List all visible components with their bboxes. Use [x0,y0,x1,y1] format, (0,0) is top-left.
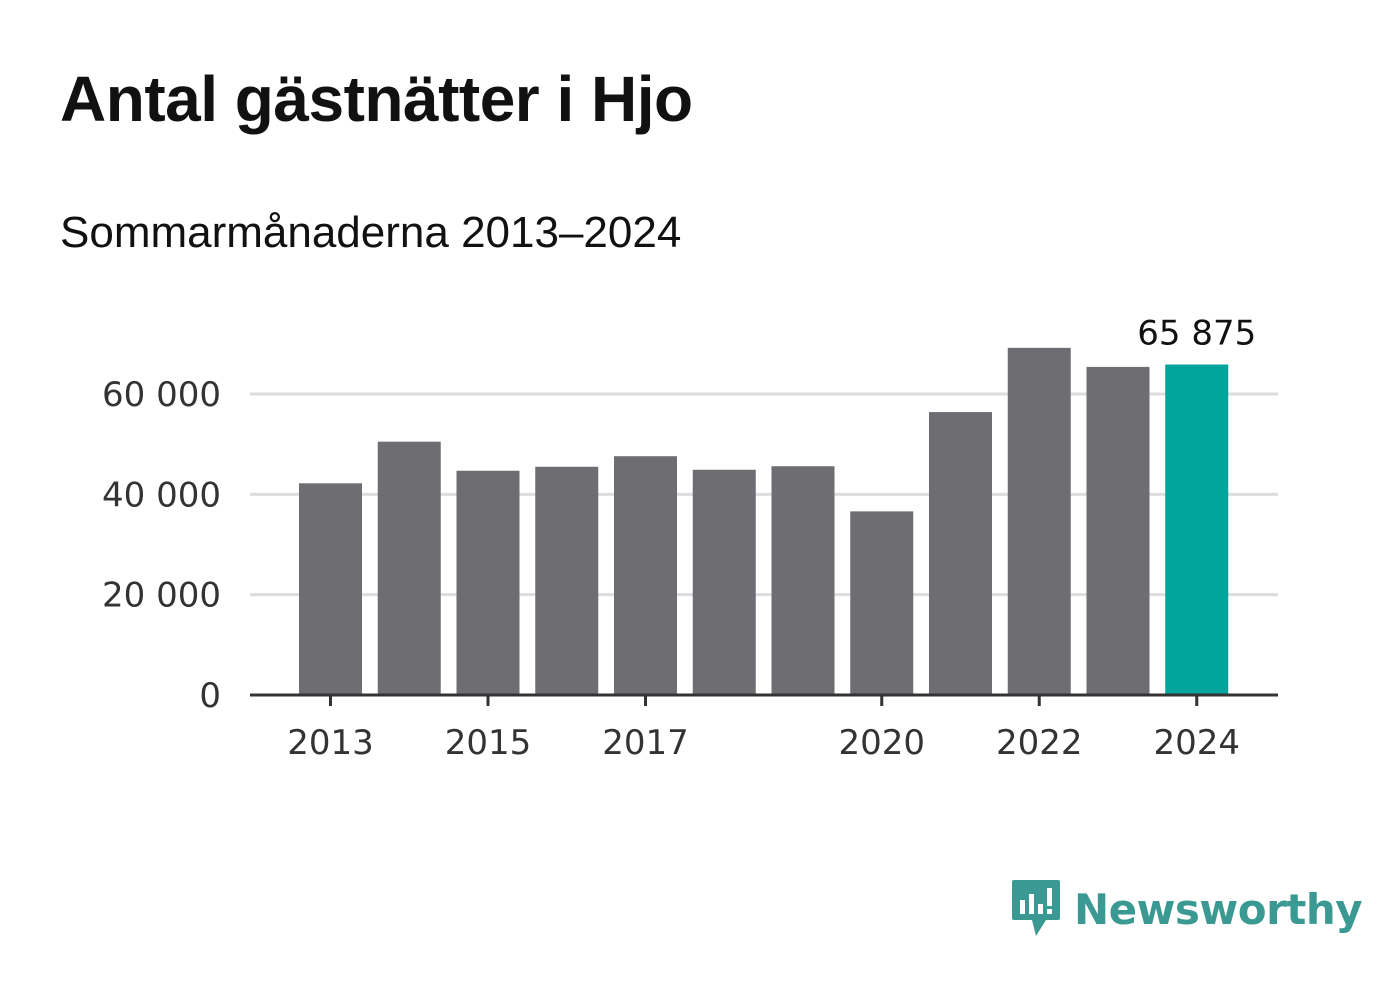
x-tick-label: 2024 [1153,723,1240,763]
x-tick-label: 2015 [445,723,532,763]
bar-2021 [929,412,992,695]
y-tick-label: 0 [199,676,221,716]
x-tick-label: 2013 [287,723,374,763]
y-tick-label: 60 000 [102,375,221,415]
bar-2023 [1086,366,1150,695]
x-tick-label: 2017 [602,723,689,763]
bar-2019 [771,466,835,695]
x-axis-labels: 2013 2015 2017 2020 2022 2024 [287,723,1240,763]
value-labels: 65 875 [1137,314,1256,354]
bar-2015 [456,470,520,695]
bar-2024 [1165,364,1229,695]
chart-title: Antal gästnätter i Hjo [60,63,693,135]
bar-2020 [850,511,914,695]
newsworthy-logo: Newsworthy [1010,878,1363,940]
bar-2022 [1007,347,1071,695]
brand-name: Newsworthy [1074,884,1363,934]
y-axis-labels: 0 20 000 40 000 60 000 [102,375,221,716]
bar-2013 [299,483,362,695]
x-tick-label: 2022 [996,723,1083,763]
x-tick-label: 2020 [838,723,925,763]
value-label-2024: 65 875 [1137,314,1256,354]
x-axis [250,693,1278,706]
bars [299,347,1229,695]
y-tick-label: 20 000 [102,576,221,616]
chart-subtitle: Sommarmånaderna 2013–2024 [60,208,682,257]
bar-2016 [535,466,599,695]
bar-2014 [377,441,441,695]
bar-2018 [692,469,756,695]
bar-2017 [614,456,677,695]
y-tick-label: 40 000 [102,475,221,515]
newsworthy-logo-icon [1012,880,1060,936]
